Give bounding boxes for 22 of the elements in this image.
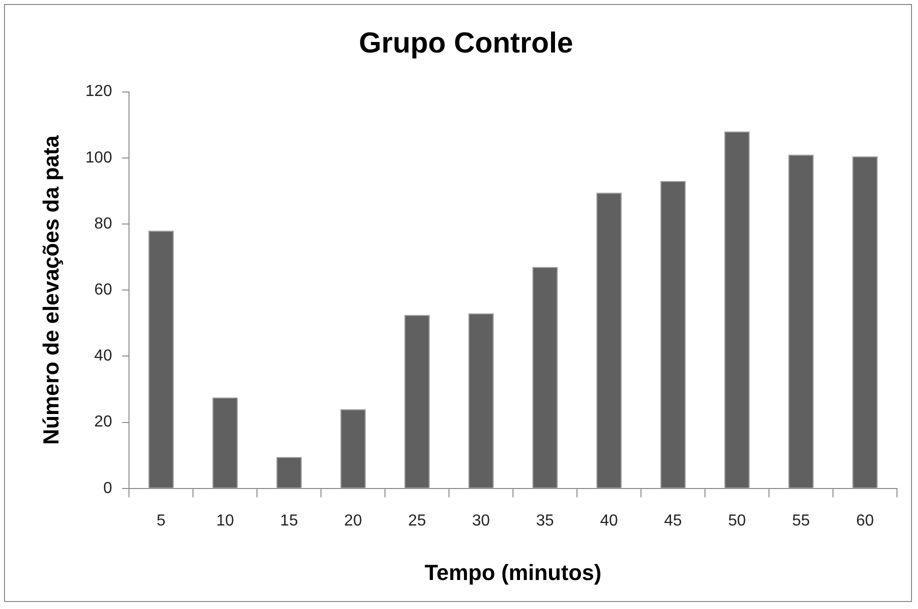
y-tick-label: 0 <box>103 480 112 497</box>
x-axis-title: Tempo (minutos) <box>424 560 602 585</box>
x-tick-label: 55 <box>792 512 810 530</box>
x-tick-label: 5 <box>156 512 166 530</box>
x-tick-label: 35 <box>536 512 554 530</box>
y-axis-title: Número de elevações da pata <box>38 134 64 445</box>
y-tick-label: 60 <box>94 282 112 299</box>
x-tick-label: 30 <box>472 512 490 530</box>
chart-title: Grupo Controle <box>358 27 574 60</box>
x-tick-label: 25 <box>408 512 426 530</box>
x-tick-label: 45 <box>664 512 682 530</box>
x-tick-label: 15 <box>280 512 298 530</box>
x-tick-label: 10 <box>216 512 234 530</box>
y-tick-label: 100 <box>85 149 112 166</box>
x-tick-label: 20 <box>344 512 362 530</box>
x-tick-label: 50 <box>728 512 746 530</box>
y-tick-label: 80 <box>94 215 112 232</box>
x-tick-label: 40 <box>600 512 618 530</box>
y-tick-label: 20 <box>94 414 112 431</box>
y-tick-label: 120 <box>85 83 112 100</box>
x-tick-label: 60 <box>856 512 874 530</box>
y-tick-label: 40 <box>94 348 112 365</box>
